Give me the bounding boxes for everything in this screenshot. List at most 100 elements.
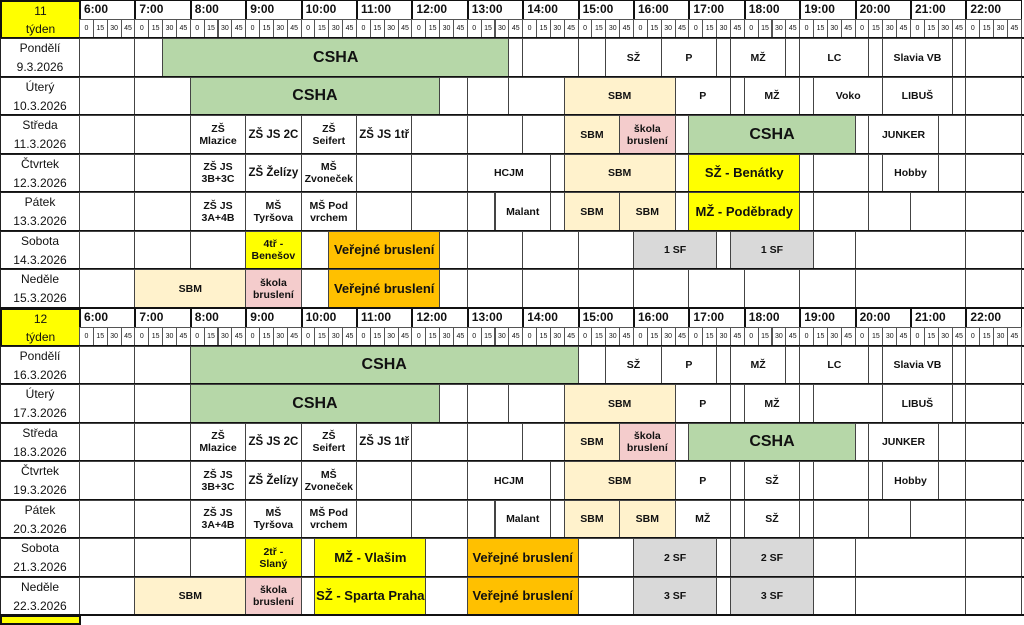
booking-cell[interactable]: škola bruslení bbox=[245, 576, 302, 616]
empty-slot[interactable] bbox=[439, 76, 468, 116]
empty-slot[interactable] bbox=[965, 230, 1022, 270]
booking-cell[interactable]: Voko bbox=[813, 76, 884, 116]
empty-slot[interactable] bbox=[854, 115, 870, 155]
empty-slot[interactable] bbox=[439, 230, 468, 270]
empty-slot[interactable] bbox=[688, 269, 745, 309]
empty-slot[interactable] bbox=[813, 384, 884, 424]
booking-cell[interactable]: 3 SF bbox=[729, 576, 815, 616]
booking-cell[interactable]: CSHA bbox=[189, 384, 441, 424]
booking-cell[interactable]: CSHA bbox=[688, 115, 856, 155]
empty-slot[interactable] bbox=[300, 230, 330, 270]
empty-slot[interactable] bbox=[356, 153, 413, 193]
booking-cell[interactable]: LIBUŠ bbox=[882, 76, 953, 116]
booking-cell[interactable]: Veřejné bruslení bbox=[466, 538, 579, 578]
empty-slot[interactable] bbox=[134, 538, 191, 578]
booking-cell[interactable]: ZŠ Mlazice bbox=[189, 422, 247, 462]
empty-slot[interactable] bbox=[522, 422, 565, 462]
empty-slot[interactable] bbox=[522, 230, 579, 270]
booking-cell[interactable]: P bbox=[674, 384, 731, 424]
empty-slot[interactable] bbox=[743, 269, 801, 309]
booking-cell[interactable]: P bbox=[660, 345, 718, 385]
booking-cell[interactable]: SBM bbox=[563, 422, 621, 462]
empty-slot[interactable] bbox=[134, 192, 191, 232]
booking-cell[interactable]: ZŠ JS 3B+3C bbox=[189, 461, 247, 501]
empty-slot[interactable] bbox=[189, 230, 247, 270]
empty-slot[interactable] bbox=[79, 269, 136, 309]
empty-slot[interactable] bbox=[356, 461, 413, 501]
empty-slot[interactable] bbox=[854, 230, 967, 270]
empty-slot[interactable] bbox=[965, 384, 1022, 424]
empty-slot[interactable] bbox=[868, 499, 911, 539]
booking-cell[interactable]: SŽ - Sparta Praha bbox=[314, 576, 427, 616]
booking-cell[interactable]: MŠ Zvoneček bbox=[300, 461, 357, 501]
empty-slot[interactable] bbox=[134, 230, 191, 270]
empty-slot[interactable] bbox=[729, 461, 745, 501]
booking-cell[interactable]: ZŠ JS 1tř bbox=[356, 422, 413, 462]
booking-cell[interactable]: P bbox=[674, 76, 731, 116]
empty-slot[interactable] bbox=[674, 422, 690, 462]
booking-cell[interactable]: SBM bbox=[619, 499, 676, 539]
empty-slot[interactable] bbox=[868, 192, 911, 232]
empty-slot[interactable] bbox=[134, 115, 191, 155]
empty-slot[interactable] bbox=[910, 499, 967, 539]
empty-slot[interactable] bbox=[813, 499, 870, 539]
empty-slot[interactable] bbox=[729, 499, 745, 539]
empty-slot[interactable] bbox=[965, 269, 1022, 309]
empty-slot[interactable] bbox=[411, 422, 468, 462]
empty-slot[interactable] bbox=[965, 538, 1022, 578]
booking-cell[interactable]: ZŠ Seifert bbox=[300, 115, 357, 155]
empty-slot[interactable] bbox=[549, 192, 565, 232]
empty-slot[interactable] bbox=[79, 345, 136, 385]
booking-cell[interactable]: Veřejné bruslení bbox=[328, 230, 441, 270]
empty-slot[interactable] bbox=[466, 230, 524, 270]
booking-cell[interactable]: LIBUŠ bbox=[882, 384, 953, 424]
booking-cell[interactable]: ZŠ JS 3A+4B bbox=[189, 192, 247, 232]
empty-slot[interactable] bbox=[937, 422, 967, 462]
booking-cell[interactable]: CSHA bbox=[162, 38, 510, 78]
booking-cell[interactable]: škola bruslení bbox=[619, 115, 676, 155]
empty-slot[interactable] bbox=[854, 422, 870, 462]
empty-slot[interactable] bbox=[813, 153, 870, 193]
booking-cell[interactable]: SŽ bbox=[743, 499, 801, 539]
booking-cell[interactable]: 2 SF bbox=[633, 538, 718, 578]
booking-cell[interactable]: MŠ Pod vrchem bbox=[300, 499, 357, 539]
empty-slot[interactable] bbox=[411, 115, 468, 155]
empty-slot[interactable] bbox=[549, 153, 565, 193]
booking-cell[interactable]: 4tř - Benešov bbox=[245, 230, 302, 270]
empty-slot[interactable] bbox=[937, 153, 967, 193]
empty-slot[interactable] bbox=[356, 192, 413, 232]
booking-cell[interactable]: JUNKER bbox=[868, 115, 939, 155]
empty-slot[interactable] bbox=[79, 230, 136, 270]
empty-slot[interactable] bbox=[577, 230, 634, 270]
empty-slot[interactable] bbox=[674, 153, 690, 193]
empty-slot[interactable] bbox=[785, 38, 801, 78]
booking-cell[interactable]: SBM bbox=[134, 269, 247, 309]
empty-slot[interactable] bbox=[466, 115, 524, 155]
booking-cell[interactable]: P bbox=[674, 461, 731, 501]
empty-slot[interactable] bbox=[951, 76, 967, 116]
booking-cell[interactable]: Slavia VB bbox=[882, 38, 953, 78]
booking-cell[interactable]: MŽ bbox=[729, 345, 787, 385]
empty-slot[interactable] bbox=[965, 499, 1022, 539]
empty-slot[interactable] bbox=[134, 76, 191, 116]
empty-slot[interactable] bbox=[356, 499, 413, 539]
empty-slot[interactable] bbox=[439, 269, 468, 309]
booking-cell[interactable]: Slavia VB bbox=[882, 345, 953, 385]
empty-slot[interactable] bbox=[577, 38, 607, 78]
booking-cell[interactable]: SBM bbox=[563, 115, 621, 155]
empty-slot[interactable] bbox=[965, 76, 1022, 116]
booking-cell[interactable]: ZŠ JS 3B+3C bbox=[189, 153, 247, 193]
empty-slot[interactable] bbox=[466, 384, 510, 424]
empty-slot[interactable] bbox=[425, 538, 468, 578]
empty-slot[interactable] bbox=[79, 153, 136, 193]
empty-slot[interactable] bbox=[79, 384, 136, 424]
empty-slot[interactable] bbox=[411, 499, 468, 539]
booking-cell[interactable]: Hobby bbox=[882, 461, 939, 501]
empty-slot[interactable] bbox=[716, 230, 731, 270]
empty-slot[interactable] bbox=[466, 192, 496, 232]
empty-slot[interactable] bbox=[134, 422, 191, 462]
empty-slot[interactable] bbox=[951, 384, 967, 424]
booking-cell[interactable]: SŽ bbox=[605, 345, 662, 385]
booking-cell[interactable]: 2 SF bbox=[729, 538, 815, 578]
booking-cell[interactable]: ZŠ Želízy bbox=[245, 153, 302, 193]
